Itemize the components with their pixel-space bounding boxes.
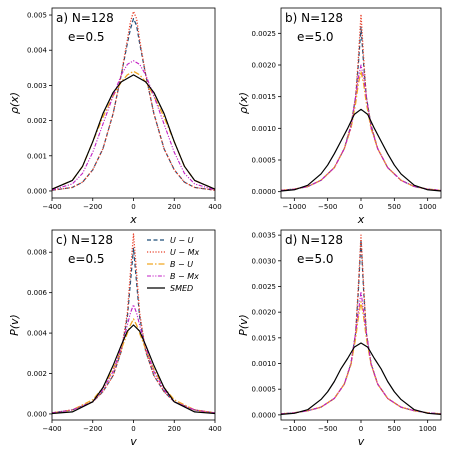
y-tick-label: 0.0005 — [252, 386, 277, 394]
series-group — [52, 233, 215, 415]
series-line-smed — [281, 108, 441, 192]
y-tick-label: 0.008 — [27, 249, 47, 257]
panel-label: c) N=128 — [56, 233, 113, 247]
y-tick-label: 0.002 — [27, 117, 47, 125]
y-tick-label: 0.002 — [27, 370, 47, 378]
legend-entry: U − Mx — [170, 248, 200, 257]
series-line-umx — [52, 10, 215, 191]
series-group — [281, 234, 441, 415]
series-line-bmx — [52, 304, 215, 414]
x-tick-label: −1000 — [282, 203, 306, 211]
x-tick-label: 400 — [208, 203, 221, 211]
y-tick-label: 0.0000 — [252, 411, 277, 419]
series-line-smed — [52, 74, 215, 190]
legend-entry: SMED — [170, 284, 193, 293]
series-line-bmx — [281, 64, 441, 191]
x-tick-label: 200 — [168, 203, 181, 211]
panel-label: d) N=128 — [285, 233, 343, 247]
panel-label: a) N=128 — [56, 11, 114, 25]
series-group — [52, 10, 215, 191]
x-tick-label: 0 — [131, 425, 135, 433]
legend-entry: U − U — [170, 236, 194, 245]
panel-a: −400 −200 0 200 400 0.000 0.001 0.002 0.003 0.004… — [8, 7, 222, 226]
y-tick-label: 0.006 — [27, 289, 48, 297]
y-axis-label: ρ(x) — [8, 92, 21, 114]
y-tick-label: 0.0025 — [252, 283, 277, 291]
x-tick-label: 200 — [168, 425, 181, 433]
x-tick-label: −200 — [83, 203, 102, 211]
x-tick-label: −400 — [42, 203, 61, 211]
x-axis-label: v — [130, 435, 137, 448]
x-tick-label: 0 — [359, 425, 363, 433]
y-tick-label: 0.0005 — [252, 157, 277, 165]
eccentricity-label: e=5.0 — [297, 252, 334, 266]
y-tick-label: 0.0025 — [252, 30, 277, 38]
y-tick-label: 0.0010 — [252, 360, 277, 368]
legend: U − U U − Mx B − U B − Mx SMED — [147, 236, 200, 293]
eccentricity-label: e=5.0 — [297, 30, 334, 44]
x-tick-label: −500 — [318, 425, 337, 433]
series-line-bmx — [52, 60, 215, 191]
x-tick-label: 500 — [388, 425, 401, 433]
panel-c: −400 −200 0 200 400 0.000 0.002 0.004 0.006 0.008… — [8, 229, 222, 448]
series-group — [281, 13, 441, 192]
legend-entry: B − U — [170, 260, 193, 269]
y-tick-label: 0.0030 — [252, 257, 277, 265]
legend-entry: B − Mx — [170, 272, 199, 281]
y-tick-label: 0.005 — [27, 12, 47, 20]
eccentricity-label: e=0.5 — [68, 252, 105, 266]
panel-label: b) N=128 — [285, 11, 343, 25]
y-axis-label: P(v) — [237, 314, 250, 336]
y-tick-label: 0.004 — [27, 330, 48, 338]
x-tick-label: 0 — [359, 203, 363, 211]
x-tick-label: 0 — [131, 203, 135, 211]
y-tick-label: 0.0010 — [252, 125, 277, 133]
y-tick-label: 0.004 — [27, 47, 48, 55]
y-tick-label: 0.000 — [27, 187, 47, 195]
x-axis-label: v — [358, 435, 365, 448]
y-tick-label: 0.0015 — [252, 334, 277, 342]
y-axis-label: ρ(x) — [237, 92, 250, 114]
series-line-bu — [52, 70, 215, 190]
eccentricity-label: e=0.5 — [68, 30, 105, 44]
x-tick-label: 500 — [388, 203, 401, 211]
y-axis-label: P(v) — [8, 314, 21, 336]
panel-d: −1000 −500 0 500 1000 0.0000 0.0005 0.0010 0.001… — [237, 229, 442, 448]
series-line-uu — [52, 17, 215, 191]
x-tick-label: −500 — [318, 203, 337, 211]
series-line-bu — [281, 70, 441, 192]
series-line-umx — [281, 234, 441, 415]
x-tick-label: 1000 — [419, 203, 437, 211]
y-tick-label: 0.0015 — [252, 93, 277, 101]
x-axis-label: x — [357, 213, 365, 226]
x-axis-label: x — [129, 213, 137, 226]
x-tick-label: 1000 — [419, 425, 437, 433]
y-tick-label: 0.0035 — [252, 232, 277, 240]
series-line-bu — [281, 301, 441, 415]
series-line-bu — [52, 318, 215, 414]
series-line-uu — [281, 239, 441, 415]
series-line-smed — [281, 342, 441, 415]
panel-b: −1000 −500 0 500 1000 0.0000 0.0005 0.0010 0.001… — [237, 7, 442, 226]
y-tick-label: 0.000 — [27, 410, 47, 418]
series-line-uu — [281, 26, 441, 191]
x-tick-label: −200 — [83, 425, 102, 433]
y-tick-label: 0.0020 — [252, 62, 277, 70]
y-tick-label: 0.0000 — [252, 188, 277, 196]
series-line-umx — [52, 233, 215, 414]
x-tick-label: −400 — [42, 425, 61, 433]
y-tick-label: 0.001 — [27, 152, 47, 160]
x-tick-label: 400 — [208, 425, 221, 433]
x-tick-label: −1000 — [282, 425, 306, 433]
y-tick-label: 0.003 — [27, 82, 47, 90]
series-line-bmx — [281, 291, 441, 415]
series-line-smed — [52, 324, 215, 415]
y-tick-label: 0.0020 — [252, 309, 277, 317]
